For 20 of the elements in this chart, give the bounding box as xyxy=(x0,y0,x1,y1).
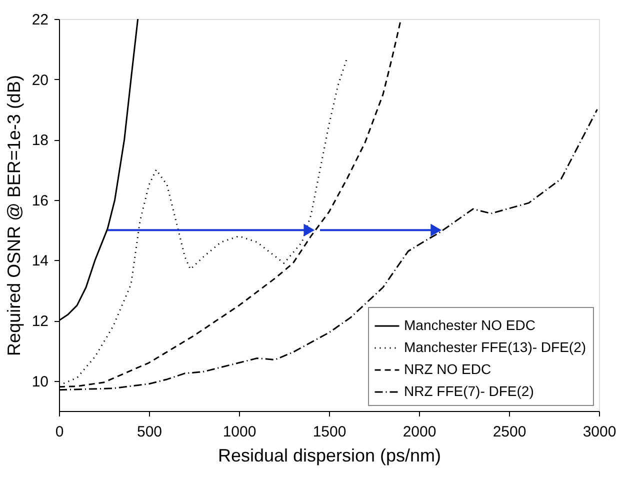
x-tick-label: 3000 xyxy=(582,424,616,440)
y-tick-label: 20 xyxy=(32,72,48,89)
x-tick-label: 2000 xyxy=(402,424,436,440)
y-tick-label: 16 xyxy=(32,192,48,210)
x-tick-label: 0 xyxy=(55,424,64,440)
legend-label: NRZ FFE(7)- DFE(2) xyxy=(404,383,534,399)
legend-label: NRZ NO EDC xyxy=(404,361,492,377)
x-tick-label: 500 xyxy=(136,424,162,440)
y-tick-label: 10 xyxy=(32,373,48,390)
y-axis-title: Required OSNR @ BER=1e-3 (dB) xyxy=(4,75,24,356)
y-tick-label: 14 xyxy=(32,252,48,270)
x-tick-label: 1500 xyxy=(312,424,346,440)
y-tick-label: 22 xyxy=(32,12,48,28)
legend-label: Manchester NO EDC xyxy=(404,317,536,333)
x-tick-label: 2500 xyxy=(492,424,526,440)
y-tick-label: 18 xyxy=(32,132,48,150)
x-tick-label: 1000 xyxy=(222,424,256,440)
y-tick-label: 12 xyxy=(32,313,48,330)
x-axis-title: Residual dispersion (ps/nm) xyxy=(218,446,442,466)
legend-label: Manchester FFE(13)- DFE(2) xyxy=(404,339,586,355)
